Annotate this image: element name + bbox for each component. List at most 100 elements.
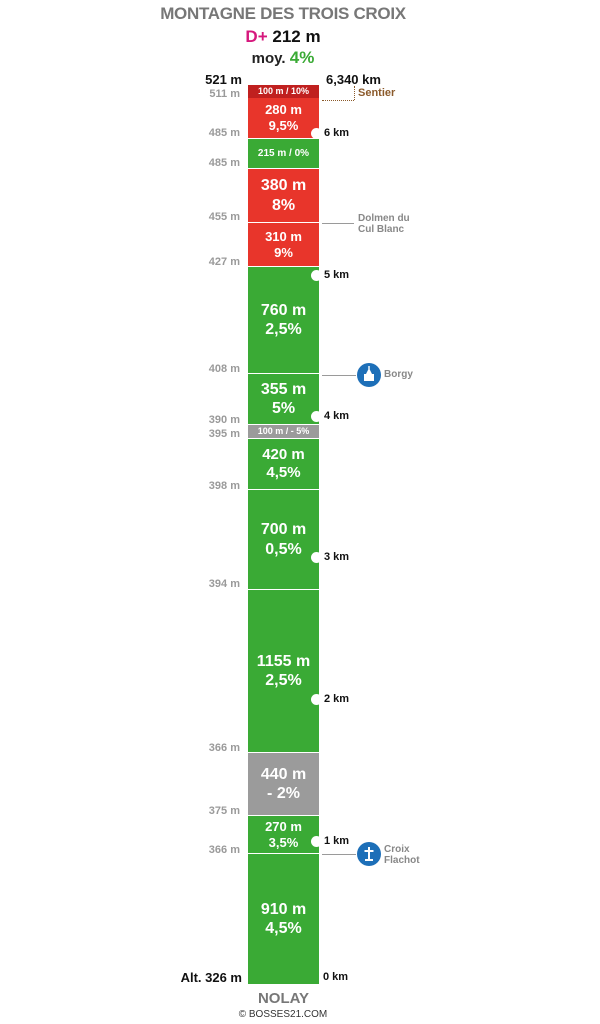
segment-s11: 1155 m 2,5% (248, 590, 319, 752)
altitude-label: 427 m (208, 256, 240, 268)
elevation-gain-label: D+ (245, 27, 268, 46)
segment-length: 270 m (265, 818, 302, 834)
sentier-leader-line (322, 100, 354, 101)
segment-length: 910 m (260, 900, 307, 918)
altitude-label: 511 m (209, 88, 240, 100)
segment-grade: 4,5% (265, 920, 302, 937)
km-notch (311, 835, 322, 847)
km-notch (311, 410, 322, 422)
start-place: NOLAY (257, 990, 310, 1007)
segment-grade: 4,5% (266, 464, 301, 481)
km-marker: 2 km (311, 693, 350, 705)
segment-grade: 2,5% (265, 321, 302, 338)
altitude-label: 395 m (208, 428, 240, 440)
altitude-label: 398 m (208, 480, 240, 492)
poi-leader-line (322, 854, 356, 855)
poi-label: Borgy (384, 369, 413, 380)
segment-length: 420 m (262, 446, 305, 463)
sentier-label: Sentier (358, 87, 396, 99)
segment-s12: 440 m - 2% (248, 753, 319, 815)
altitude-label: 394 m (208, 578, 240, 590)
altitude-label: 455 m (208, 211, 240, 223)
segment-length: 380 m (260, 177, 307, 195)
segment-s5: 310 m 9% (248, 223, 319, 266)
segment-grade: 5% (271, 400, 296, 417)
climb-title: MONTAGNE DES TROIS CROIX (160, 4, 406, 23)
segment-s4: 380 m 8% (248, 169, 319, 222)
poi-label-line1: Borgy (384, 369, 413, 380)
km-marker: 6 km (311, 127, 350, 139)
segment-s6: 760 m 2,5% (248, 267, 319, 373)
km-marker: 1 km (311, 835, 350, 847)
km-marker-label: 6 km (324, 127, 350, 139)
church-icon (357, 363, 381, 387)
altitude-label: 366 m (208, 844, 240, 856)
average-grade: moy. 4% (0, 48, 566, 68)
segment-length: 280 m (265, 102, 302, 118)
poi-leader-line (322, 375, 356, 376)
segment-length: 1155 m (256, 652, 311, 670)
altitude-label: 375 m (208, 805, 240, 817)
elevation-gain: D+ 212 m (0, 27, 566, 47)
poi-label-line1: Croix (384, 844, 410, 855)
poi-label-line2: Flachot (384, 855, 420, 866)
segment-s14: 910 m 4,5% (248, 854, 319, 984)
segment-grade: - 2% (267, 785, 300, 802)
segment-s2: 280 m 9,5% (248, 98, 319, 138)
segment-grade: 9% (274, 244, 293, 260)
segment-s3: 215 m / 0% (248, 139, 319, 168)
segment-s10: 700 m 0,5% (248, 490, 319, 589)
km-marker-label: 3 km (324, 551, 350, 563)
altitude-label: 485 m (208, 157, 240, 169)
poi-leader-line (322, 223, 354, 224)
segment-grade: 3,5% (268, 834, 299, 850)
segment-s8: 100 m / - 5% (248, 425, 319, 438)
segment-length: 440 m (260, 765, 307, 783)
km-notch (311, 551, 322, 563)
km-marker-label: 5 km (324, 269, 350, 281)
km-notch (311, 269, 322, 281)
segment-length: 700 m (260, 521, 307, 539)
elevation-gain-value: 212 m (272, 27, 321, 46)
altitude-label: 408 m (208, 363, 240, 375)
km-notch (311, 127, 322, 139)
average-grade-value: 4% (289, 48, 315, 67)
sentier-leader-vline (354, 86, 355, 100)
segment-grade: 9,5% (268, 118, 299, 133)
segment-s9: 420 m 4,5% (248, 439, 319, 489)
segment-length: 355 m (260, 380, 307, 398)
segment-grade: 0,5% (265, 540, 302, 558)
cross-icon (357, 842, 381, 866)
segment-length: 215 m / 0% (257, 147, 310, 159)
total-distance: 6,340 km (326, 72, 381, 87)
poi-label: Croix Flachot (384, 844, 420, 866)
km-marker: 5 km (311, 269, 350, 281)
segment-length: 310 m (265, 228, 302, 244)
km-marker: 4 km (311, 410, 350, 422)
copyright: © BOSSES21.COM (238, 1009, 328, 1020)
segment-grade: 2,5% (265, 672, 302, 689)
segment-length: 760 m (260, 301, 307, 319)
segment-s1: 100 m / 10% (248, 85, 319, 98)
segment-length: 100 m / 10% (257, 86, 310, 97)
km-notch (311, 693, 322, 705)
km-marker: 3 km (311, 551, 350, 563)
segment-s7: 355 m 5% (248, 374, 319, 424)
segment-s13: 270 m 3,5% (248, 816, 319, 853)
segment-grade: 8% (271, 196, 296, 214)
altitude-label: 390 m (208, 414, 240, 426)
poi-label-line1: Dolmen du (358, 213, 410, 224)
average-grade-label: moy. (251, 50, 286, 67)
segment-length: 100 m / - 5% (257, 426, 310, 437)
start-altitude: Alt. 326 m (180, 970, 242, 985)
poi-label: Dolmen du Cul Blanc (358, 213, 410, 235)
poi-label-line2: Cul Blanc (358, 224, 405, 235)
altitude-label: 366 m (208, 742, 240, 754)
km-marker-0: 0 km (316, 971, 348, 983)
summit-altitude: 521 m (205, 72, 242, 87)
km-marker-label: 4 km (324, 410, 350, 422)
km-marker-label: 1 km (324, 835, 350, 847)
km-marker-label: 2 km (324, 693, 350, 705)
altitude-label: 485 m (208, 127, 240, 139)
km-marker-label: 0 km (323, 971, 349, 983)
